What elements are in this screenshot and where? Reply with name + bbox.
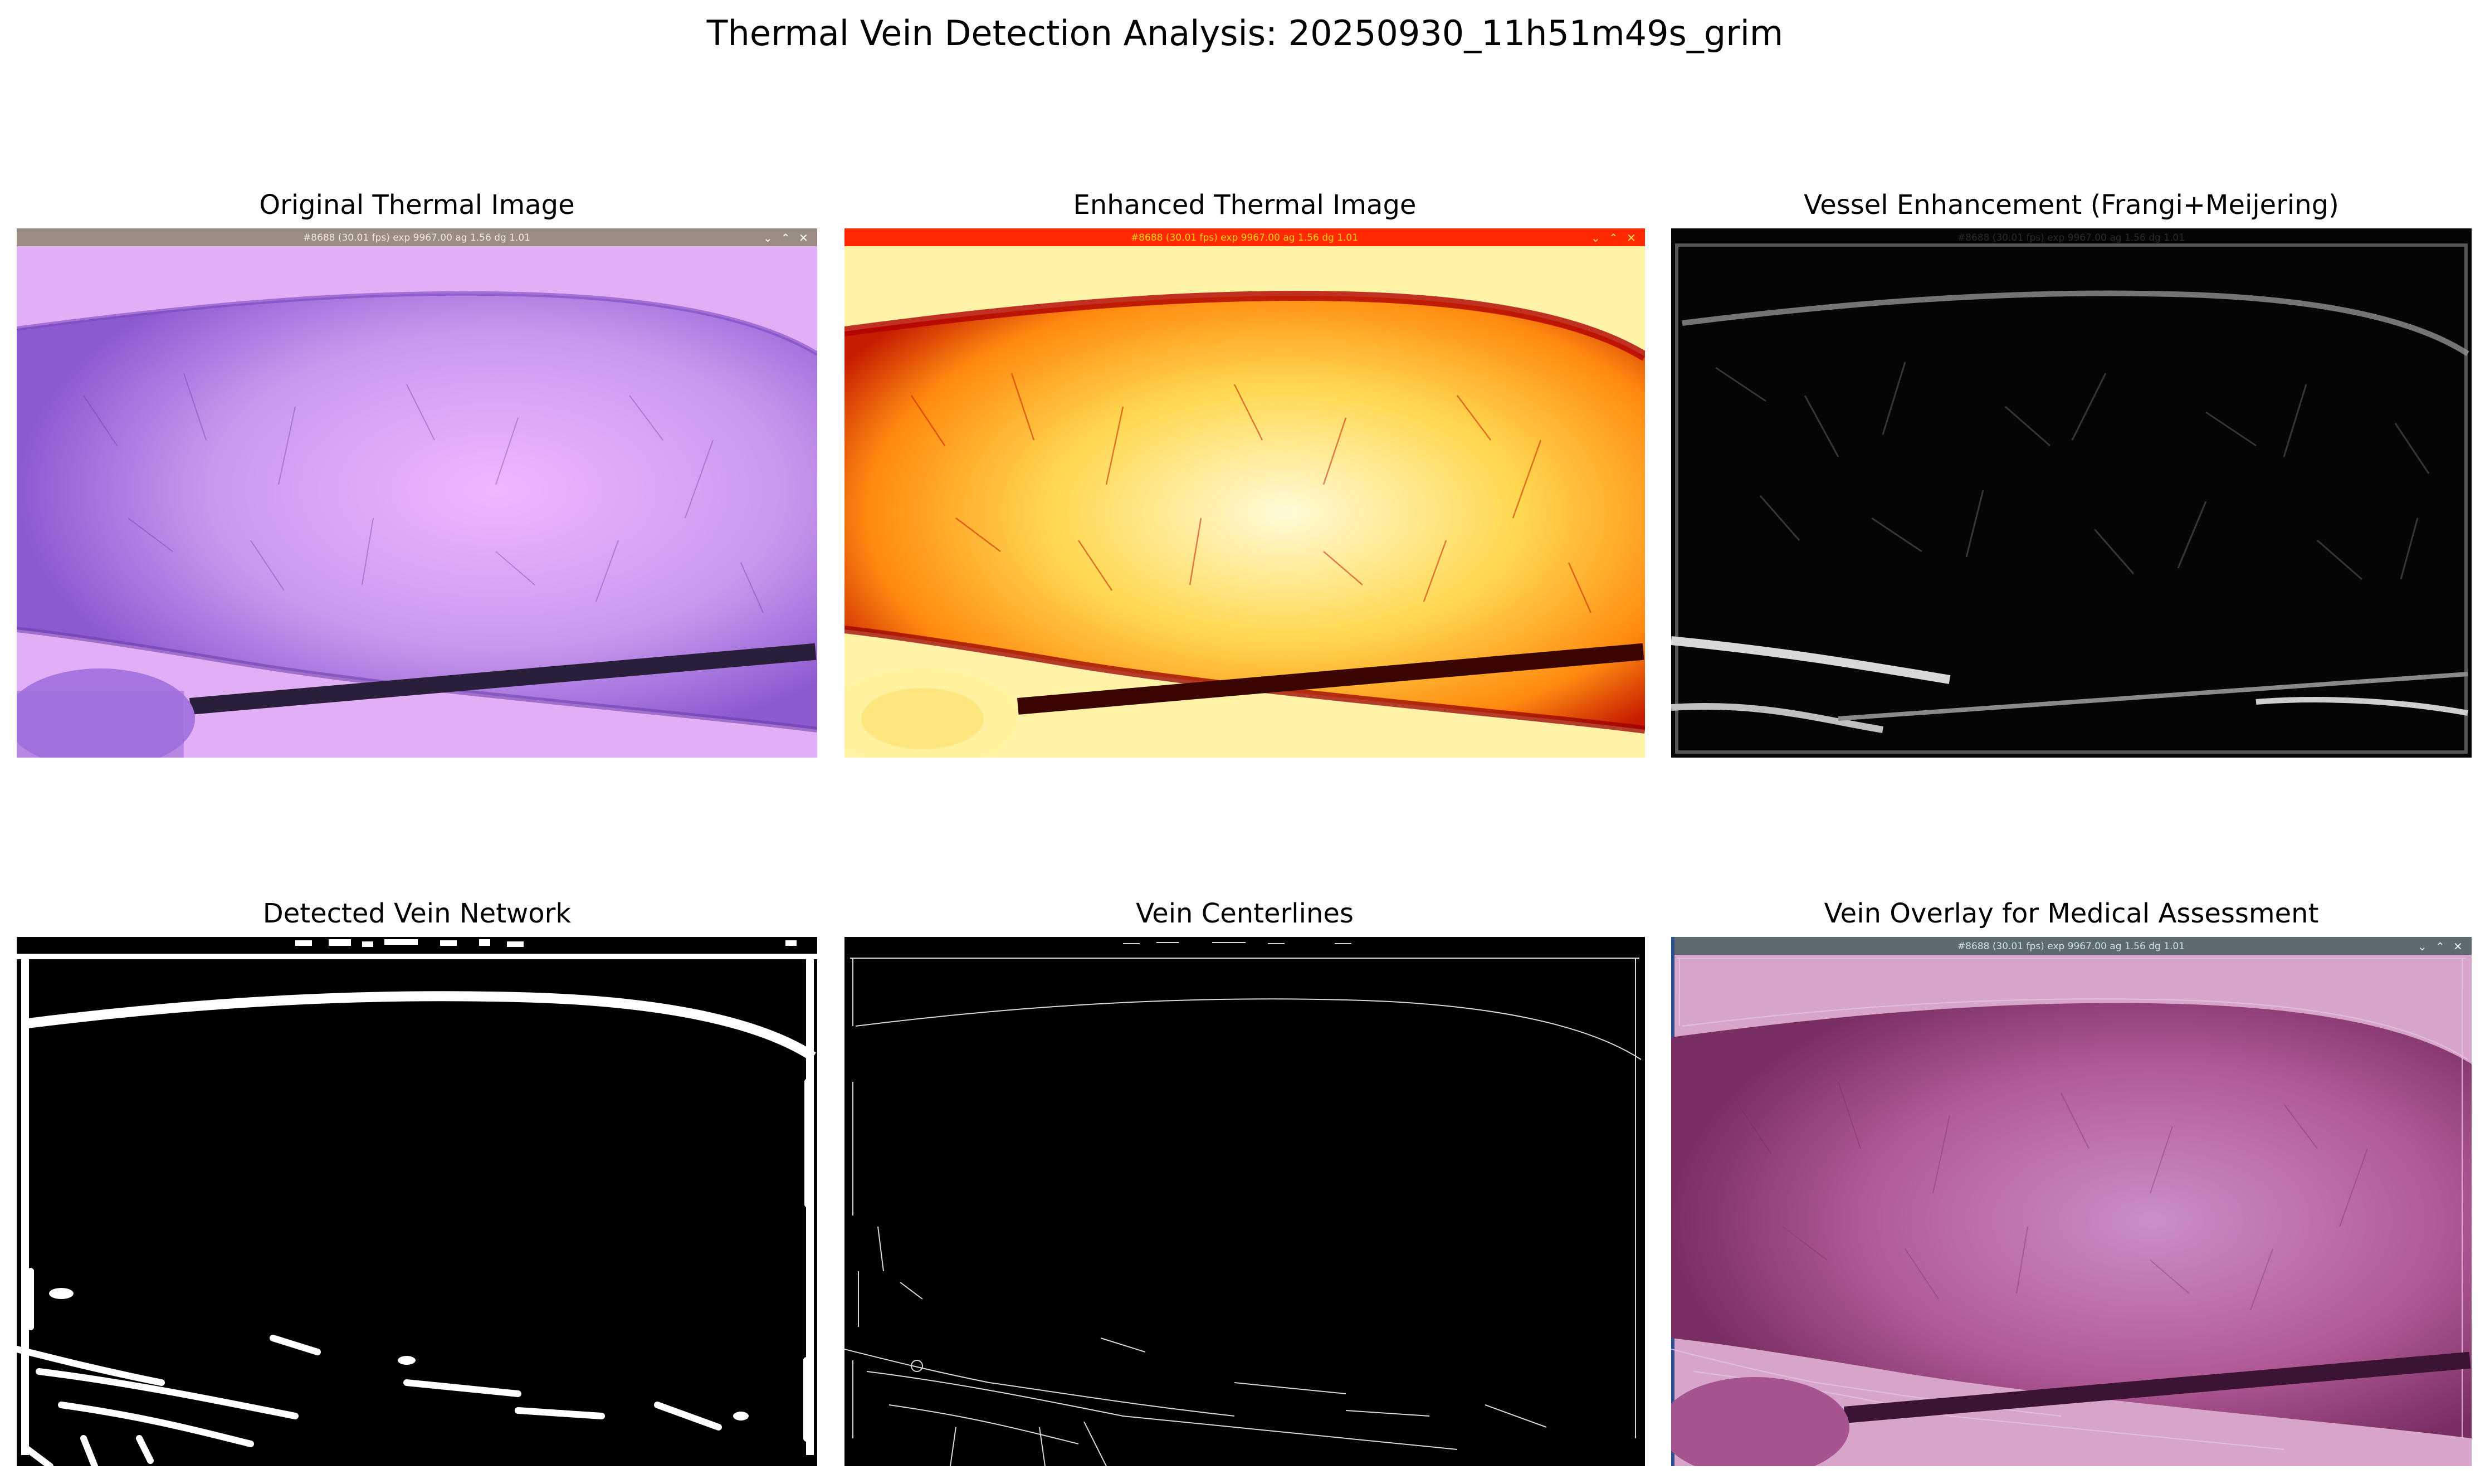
panel-title-vessel: Vessel Enhancement (Frangi+Meijering) <box>1804 189 2339 221</box>
camera-hud-text: #8688 (30.01 fps) exp 9967.00 ag 1.56 dg… <box>1957 941 2185 952</box>
vein-network-mask <box>17 937 817 1466</box>
camera-hud-text: #8688 (30.01 fps) exp 9967.00 ag 1.56 dg… <box>1131 232 1358 243</box>
minimize-icon[interactable]: ⌄ <box>2418 940 2427 953</box>
panel-title-overlay: Vein Overlay for Medical Assessment <box>1824 898 2319 929</box>
vein-overlay-image: #8688 (30.01 fps) exp 9967.00 ag 1.56 dg… <box>1671 937 2472 1466</box>
maximize-icon[interactable]: ⌃ <box>1609 231 1618 245</box>
panel-title-enhanced: Enhanced Thermal Image <box>1073 189 1417 221</box>
close-icon[interactable]: ✕ <box>799 231 808 245</box>
panel-title-centerline: Vein Centerlines <box>1136 898 1354 929</box>
vessel-enhancement-image: #8688 (30.01 fps) exp 9967.00 ag 1.56 dg… <box>1671 228 2472 758</box>
maximize-icon[interactable]: ⌃ <box>2435 940 2445 953</box>
camera-hud-text: #8688 (30.01 fps) exp 9967.00 ag 1.56 dg… <box>1957 232 2185 243</box>
maximize-icon[interactable]: ⌃ <box>781 231 790 245</box>
panel-title-original: Original Thermal Image <box>259 189 575 221</box>
minimize-icon[interactable]: ⌄ <box>763 231 773 245</box>
figure-title: Thermal Vein Detection Analysis: 2025093… <box>706 13 1784 53</box>
panel-title-network: Detected Vein Network <box>262 898 572 929</box>
close-icon[interactable]: ✕ <box>2453 940 2463 953</box>
minimize-icon[interactable]: ⌄ <box>1591 231 1600 245</box>
vein-centerline-image <box>844 937 1645 1466</box>
close-icon[interactable]: ✕ <box>1627 231 1636 245</box>
camera-hud-text: #8688 (30.01 fps) exp 9967.00 ag 1.56 dg… <box>303 232 530 243</box>
enhanced-thermal-image: #8688 (30.01 fps) exp 9967.00 ag 1.56 dg… <box>844 228 1645 758</box>
original-thermal-image: #8688 (30.01 fps) exp 9967.00 ag 1.56 dg… <box>17 228 817 758</box>
